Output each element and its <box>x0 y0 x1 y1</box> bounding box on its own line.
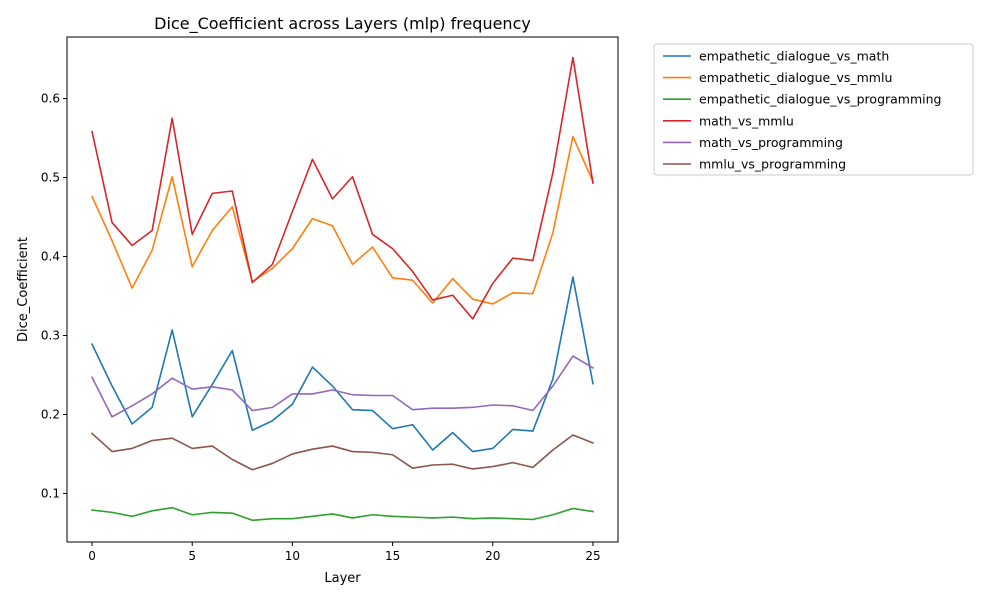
series-line-empathetic-dialogue-vs-math <box>90 276 594 453</box>
legend-entry-label: empathetic_dialogue_vs_programming <box>699 92 941 107</box>
series-line-empathetic-dialogue-vs-programming <box>91 506 594 522</box>
series-line-math-vs-mmlu <box>91 56 594 320</box>
y-tick-label: 0.4 <box>41 250 60 264</box>
y-tick-label: 0.2 <box>41 407 60 421</box>
legend-entry-label: mmlu_vs_programming <box>699 157 846 172</box>
y-axis-label: Dice_Coefficient <box>16 237 31 342</box>
plot-frame <box>66 36 619 543</box>
x-tick-label: 0 <box>88 549 96 563</box>
series-line-mmlu-vs-programming <box>90 432 594 471</box>
series-layer <box>90 56 595 522</box>
legend-entry-label: math_vs_programming <box>699 135 843 150</box>
x-tick-label: 5 <box>188 549 196 563</box>
legend-frame <box>653 43 974 176</box>
x-tick-label: 10 <box>285 549 300 563</box>
y-tick-label: 0.1 <box>41 486 60 500</box>
y-tick-label: 0.3 <box>41 328 60 342</box>
x-tick-label: 15 <box>385 549 400 563</box>
y-tick-label: 0.6 <box>41 92 60 106</box>
x-tick-label: 25 <box>585 549 600 563</box>
x-axis: 0 5 10 15 20 25 <box>88 542 601 563</box>
x-tick-label: 20 <box>485 549 500 563</box>
y-tick-label: 0.5 <box>41 171 60 185</box>
y-axis: 0.1 0.2 0.3 0.4 0.5 0.6 <box>41 92 67 500</box>
legend: empathetic_dialogue_vs_math empathetic_di… <box>653 43 974 176</box>
x-axis-label: Layer <box>324 571 361 586</box>
legend-entry-label: math_vs_mmlu <box>699 113 794 128</box>
series-line-empathetic-dialogue-vs-mmlu <box>90 135 595 305</box>
legend-entry-label: empathetic_dialogue_vs_mmlu <box>699 70 892 85</box>
series-line-math-vs-programming <box>90 355 595 418</box>
legend-entry-label: empathetic_dialogue_vs_math <box>699 49 889 64</box>
chart-title: Dice_Coefficient across Layers (mlp) fre… <box>154 14 531 34</box>
